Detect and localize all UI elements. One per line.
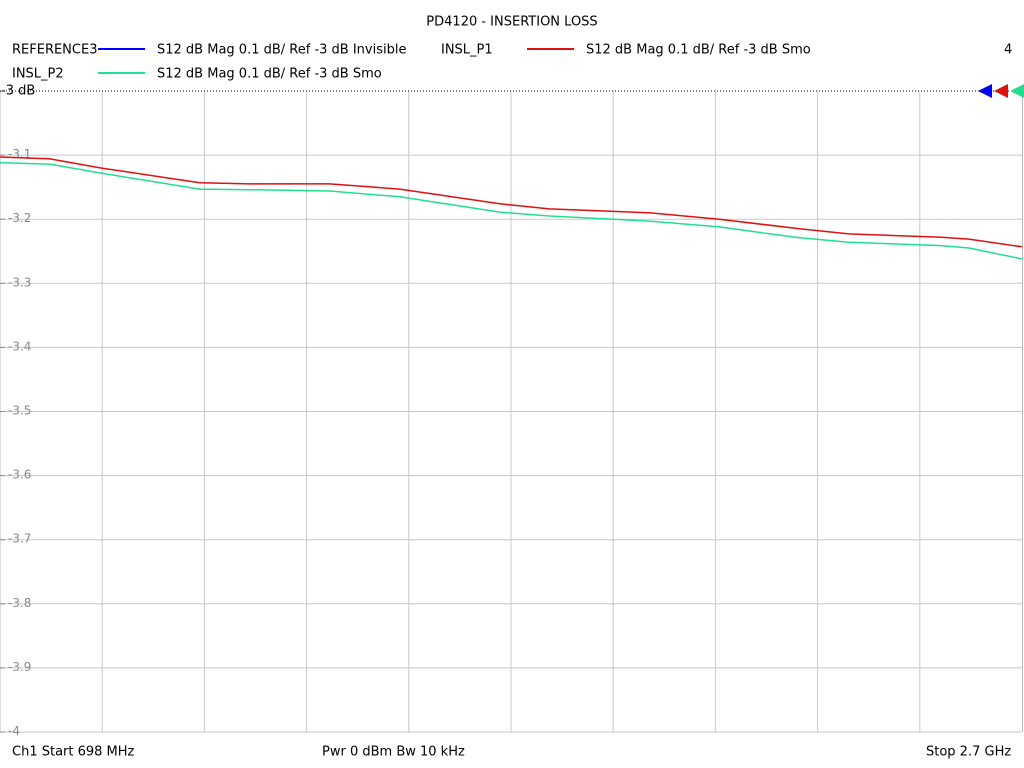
legend-name: INSL_P2 <box>12 67 64 82</box>
y-tick-label: -3.4 <box>8 339 31 353</box>
series-line <box>0 156 1023 248</box>
footer-stop: Stop 2.7 GHz <box>926 745 1011 760</box>
footer-start: Ch1 Start 698 MHz <box>12 745 135 760</box>
chart-title: PD4120 - INSERTION LOSS <box>426 15 597 30</box>
footer-power: Pwr 0 dBm Bw 10 kHz <box>322 745 465 760</box>
legend-name: INSL_P1 <box>441 43 493 58</box>
y-tick-label: -4 <box>8 724 20 738</box>
y-tick-label: -3.9 <box>8 660 31 674</box>
y-tick-label: -3.5 <box>8 404 31 418</box>
y-tick-label: -3.3 <box>8 275 31 289</box>
reference-marker <box>994 84 1008 98</box>
legend-label: S12 dB Mag 0.1 dB/ Ref -3 dB Smo <box>586 43 811 58</box>
legend-name: REFERENCE3 <box>12 43 97 58</box>
y-tick-label: -3.1 <box>8 147 31 161</box>
series-line <box>0 162 1023 260</box>
y-tick-label: -3.8 <box>8 596 31 610</box>
corner-label: 4 <box>1004 43 1012 58</box>
legend-label: S12 dB Mag 0.1 dB/ Ref -3 dB Invisible <box>157 43 406 58</box>
reference-marker <box>978 84 992 98</box>
y-tick-label: -3.7 <box>8 532 31 546</box>
legend-label: S12 dB Mag 0.1 dB/ Ref -3 dB Smo <box>157 67 382 82</box>
y-tick-label: -3.2 <box>8 211 31 225</box>
reference-marker <box>1010 84 1024 98</box>
y-tick-label: -3 dB <box>1 84 35 99</box>
y-tick-label: -3.6 <box>8 468 31 482</box>
